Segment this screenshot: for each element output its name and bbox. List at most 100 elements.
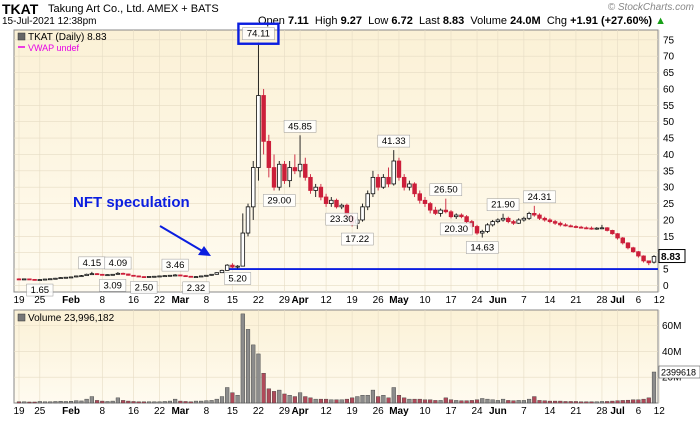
last-label: Last (418, 15, 440, 27)
candle-body (474, 226, 480, 234)
price-label-box (523, 190, 556, 204)
price-label: 45.85 (288, 121, 312, 132)
candle-body (599, 227, 605, 230)
date-tick-label: 21 (570, 406, 582, 417)
volume-bar (344, 398, 349, 404)
candle-body (58, 277, 63, 279)
candle-body (245, 206, 251, 234)
price-label-box (341, 232, 374, 246)
volume-bar (558, 400, 563, 404)
candle-body (594, 227, 599, 230)
volume-bar (506, 400, 511, 404)
candle-body (381, 176, 386, 188)
volume-bar (53, 401, 58, 404)
date-tick-label: 29 (279, 406, 291, 417)
candle-body (230, 264, 235, 268)
candle-body (79, 275, 84, 278)
volume-bar (157, 401, 162, 404)
volume-bar (188, 401, 193, 404)
volume-bar (360, 395, 365, 404)
price-label-box (262, 194, 296, 207)
price-label: 1.65 (31, 285, 50, 296)
last-value: 8.83 (442, 15, 465, 27)
low-label: Low (368, 15, 389, 27)
volume-bar (485, 398, 490, 404)
annotation-arrow-icon (159, 225, 205, 253)
volume-bar (147, 401, 152, 404)
volume-bar (464, 400, 469, 404)
price-label-box (242, 27, 275, 40)
candle-body (589, 227, 594, 230)
date-tick-label: Mar (171, 295, 189, 306)
volume-bar (162, 401, 167, 404)
volume-bar (183, 401, 188, 404)
volume-bar (620, 400, 625, 404)
candle-body (204, 274, 209, 277)
volume-bar (58, 400, 63, 404)
volume-bar (199, 400, 204, 404)
candle-body (32, 278, 37, 281)
volume-bar (625, 399, 631, 404)
date-tick-label: 7 (521, 295, 527, 306)
volume-bar (527, 398, 532, 404)
volume-bar (547, 400, 552, 404)
date-tick-label: 26 (373, 295, 385, 306)
candle-body (282, 163, 287, 182)
volume-bar (89, 396, 94, 404)
volume-bar (615, 400, 620, 404)
volume-bar (126, 400, 131, 404)
candle-body (620, 237, 625, 244)
volume-bar (610, 400, 615, 404)
candle-body (53, 277, 58, 280)
volume-bar (631, 399, 636, 404)
price-label-box (325, 212, 358, 226)
candle-body (480, 231, 485, 234)
volume-bar (131, 401, 136, 404)
volume-bar (287, 395, 292, 404)
volume-bar (329, 399, 334, 404)
volume-bar (256, 353, 261, 404)
volume-bar (32, 401, 37, 404)
chg-label: Chg (546, 15, 568, 27)
volume-bar (178, 400, 183, 404)
candle-body (146, 276, 152, 278)
price-label-box (465, 241, 499, 254)
candle-body (521, 217, 527, 221)
date-tick-label: May (389, 406, 409, 417)
last-price-value: 8.83 (661, 252, 681, 263)
candle-body (433, 209, 438, 214)
date-tick-label: 19 (13, 295, 25, 306)
candle-body (500, 217, 506, 221)
volume-bar (318, 398, 323, 404)
volume-bar (74, 400, 79, 404)
date-tick-label: 12 (654, 295, 666, 306)
candle-body (152, 275, 157, 278)
volume-bar (141, 401, 146, 404)
volume-bar (568, 401, 573, 404)
price-tick-label: 65 (663, 68, 675, 79)
volume-bar (339, 399, 344, 404)
price-label: 21.90 (491, 200, 515, 211)
ticker-symbol: TKAT (2, 1, 39, 17)
candle-body (573, 226, 579, 228)
volume-bar (324, 398, 329, 404)
date-tick-label: 28 (596, 406, 608, 417)
volume-bar (495, 400, 500, 404)
volume-bar (308, 397, 313, 404)
price-tick-label: 75 (663, 35, 675, 46)
candle-body (162, 275, 167, 278)
candle-body (422, 199, 428, 204)
candle-body (625, 242, 631, 249)
candle-body (417, 193, 423, 201)
last-price-box (658, 249, 686, 264)
date-tick-label: 29 (279, 295, 291, 306)
volume-bar (412, 398, 417, 404)
candle-body (84, 273, 89, 277)
candle-body (214, 272, 220, 275)
date-tick-label: 14 (544, 295, 556, 306)
volume-bar (553, 400, 558, 404)
date-tick-label: 16 (128, 295, 140, 306)
volume-bar (422, 399, 428, 404)
price-tick-label: 20 (663, 215, 675, 226)
